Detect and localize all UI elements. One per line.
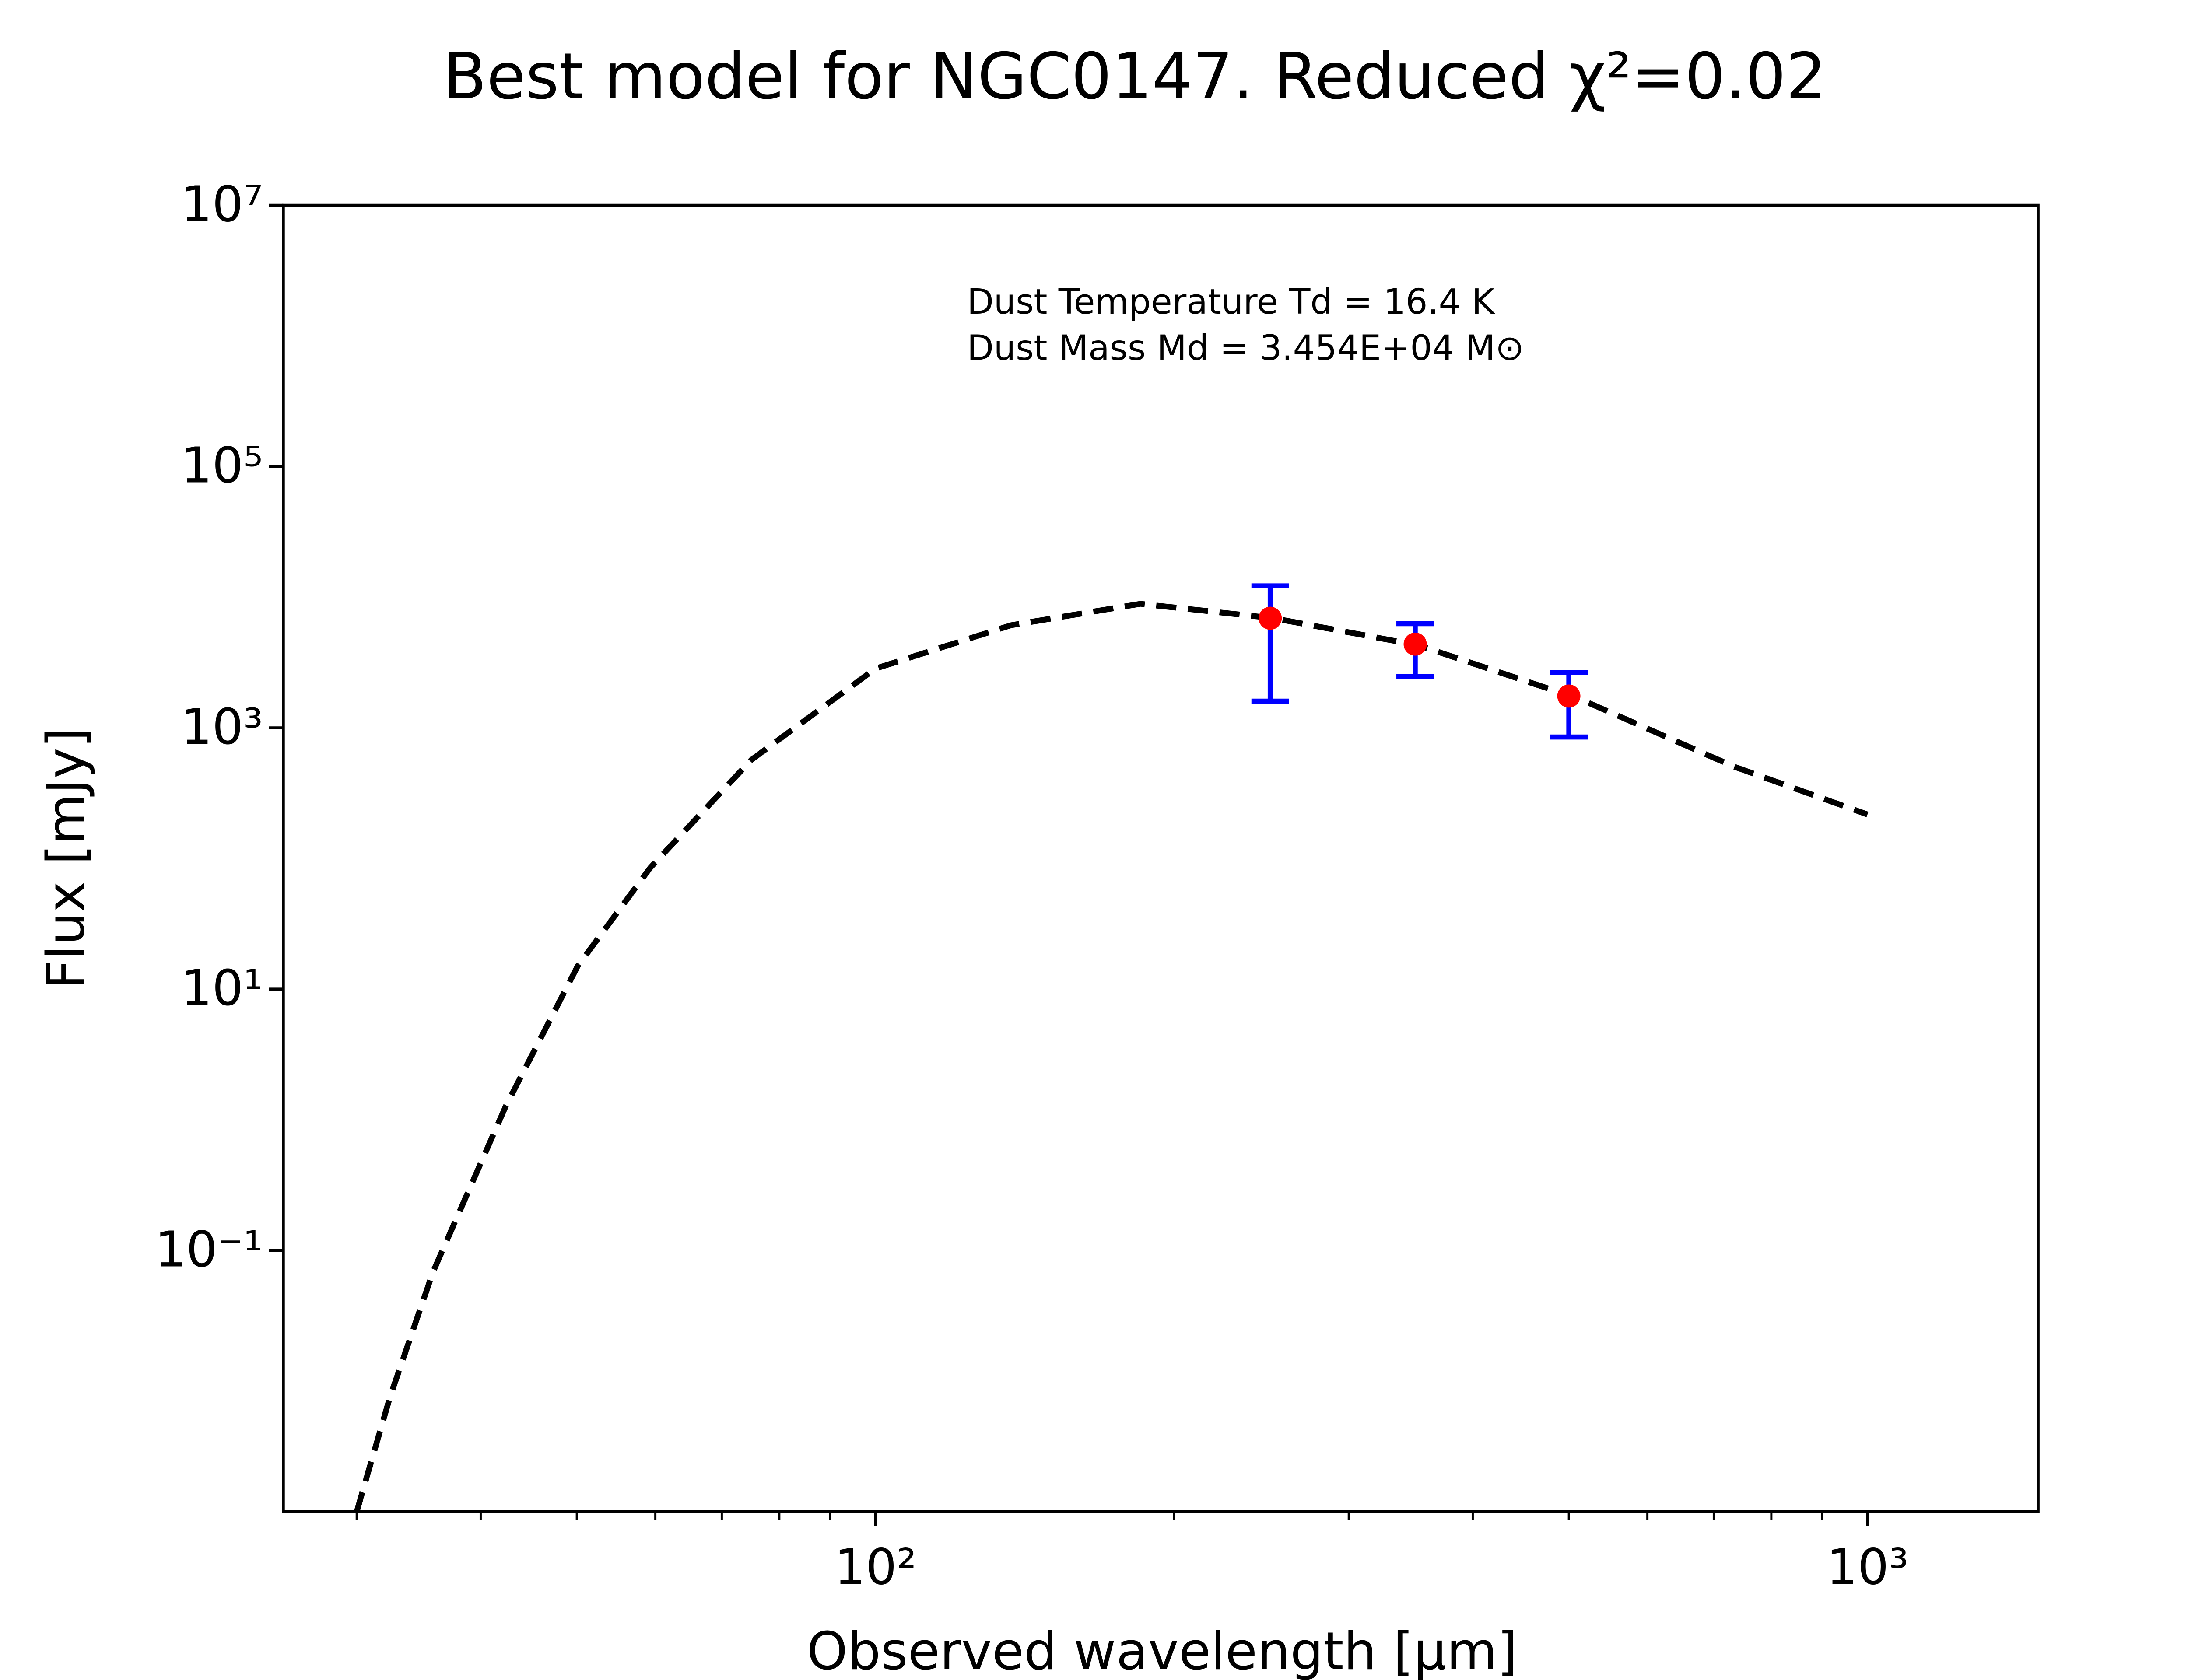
x-tick-label: 10²: [835, 1539, 917, 1596]
annotation: Dust Mass Md = 3.454E+04 M⊙: [967, 328, 1524, 368]
y-tick-label: 10⁻¹: [155, 1221, 263, 1278]
data-point: [1259, 606, 1282, 630]
x-axis-label: Observed wavelength [μm]: [807, 1621, 1518, 1680]
x-tick-label: 10³: [1827, 1539, 1909, 1596]
annotation: Dust Temperature Td = 16.4 K: [967, 281, 1495, 322]
data-point: [1403, 632, 1427, 656]
chart-title: Best model for NGC0147. Reduced χ²=0.02: [443, 40, 1826, 114]
y-tick-label: 10⁵: [181, 438, 263, 494]
y-tick-label: 10¹: [181, 960, 263, 1017]
data-point: [1557, 684, 1581, 708]
plot-frame: [282, 203, 2040, 1513]
y-axis-label: Flux [mJy]: [36, 728, 97, 990]
y-tick-label: 10³: [181, 699, 263, 756]
y-tick-label: 10⁷: [181, 176, 263, 233]
